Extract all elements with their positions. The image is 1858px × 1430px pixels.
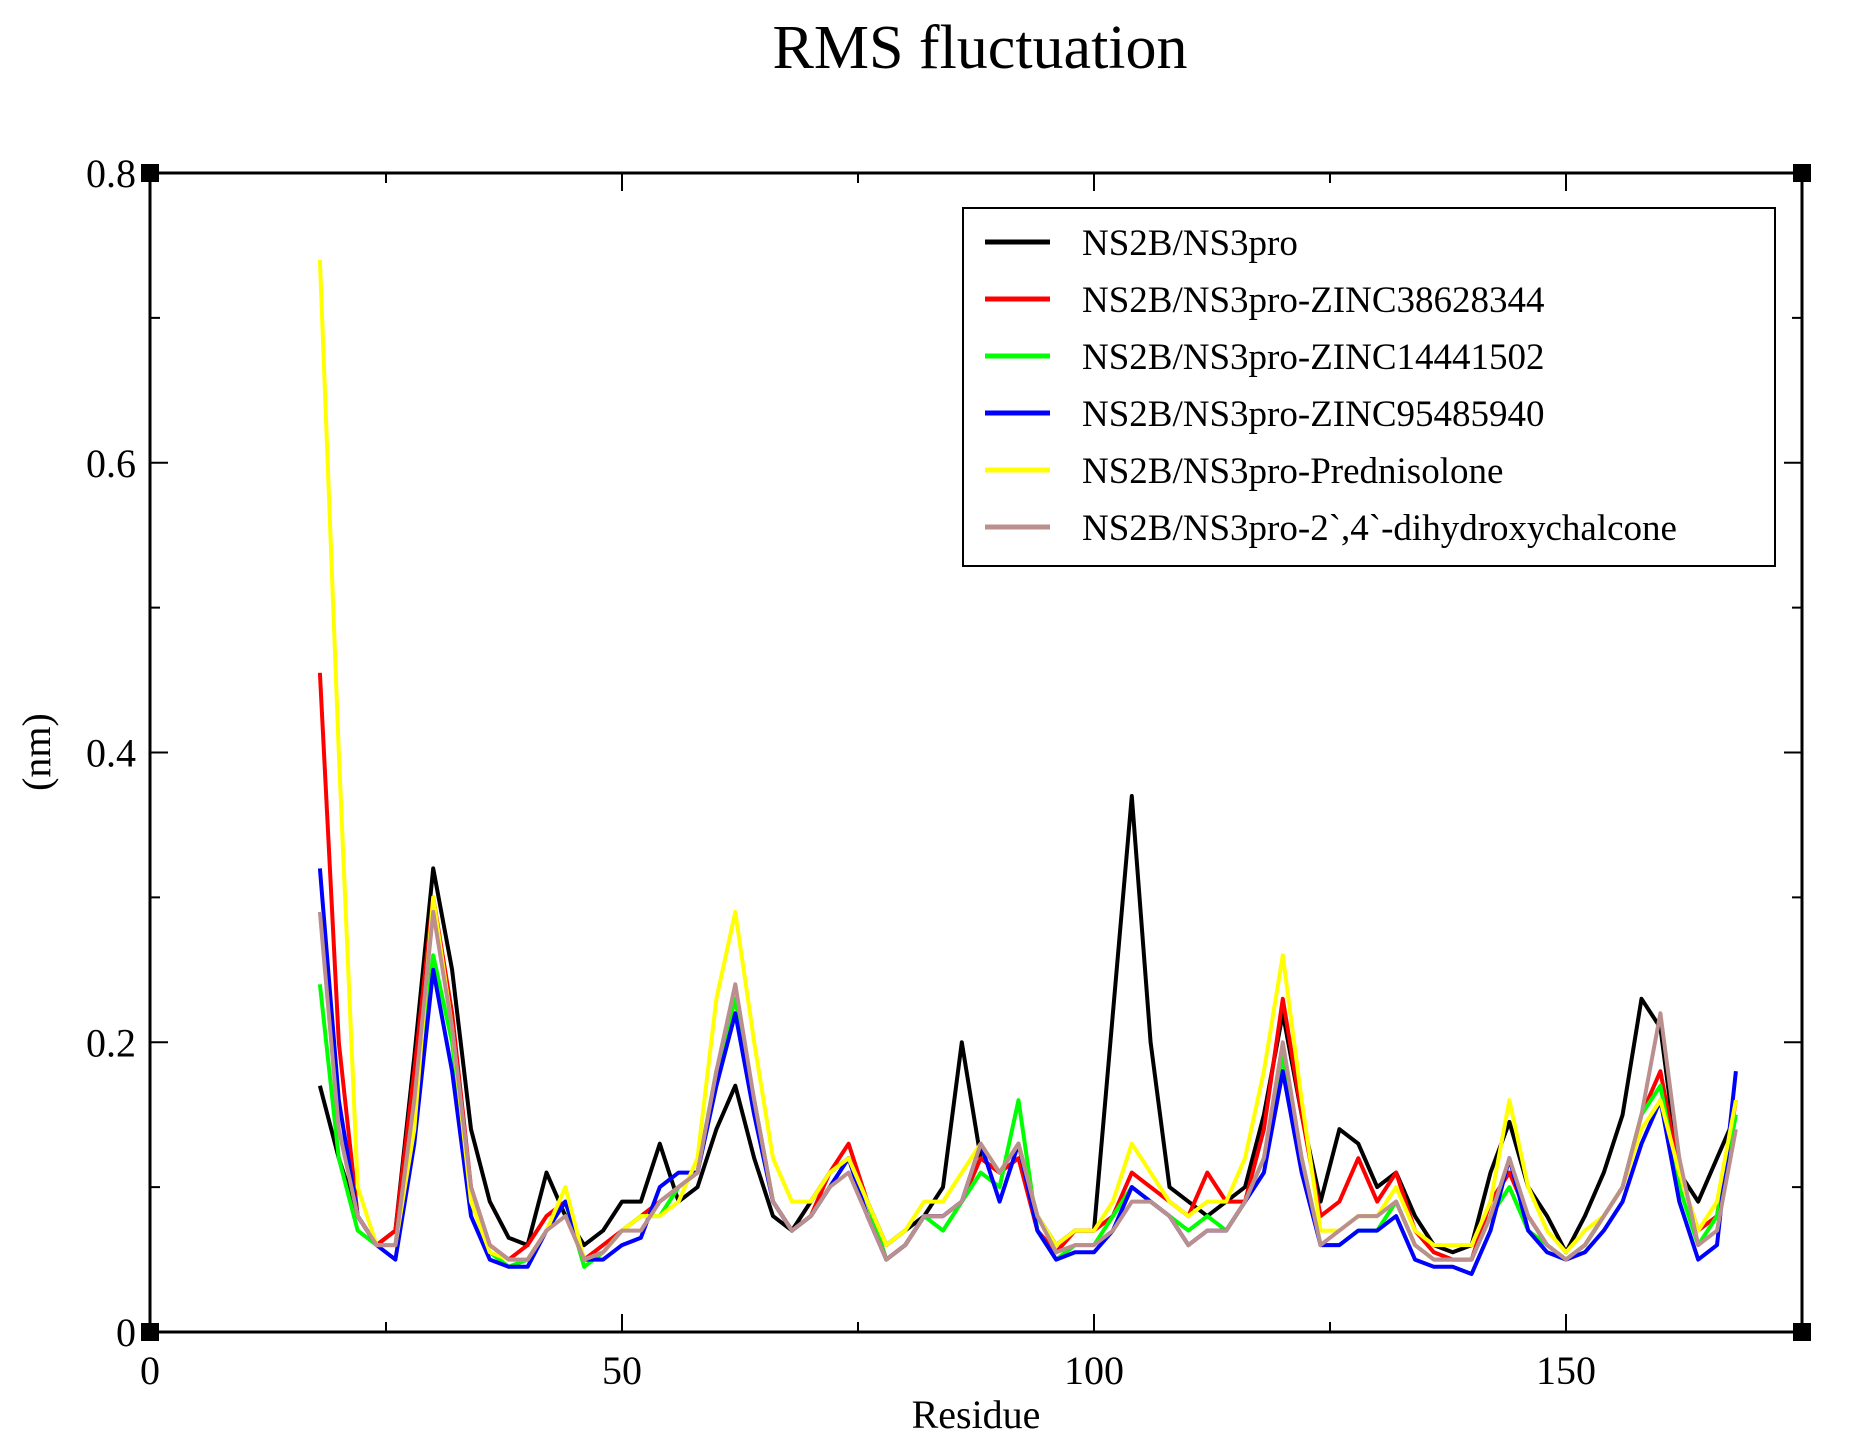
legend-box <box>962 207 1776 567</box>
legend-label: NS2B/NS3pro-ZINC38628344 <box>1082 280 1545 321</box>
series-line-5 <box>317 909 1738 1262</box>
y-tick-label: 0 <box>116 1310 136 1355</box>
x-tick-label: 0 <box>140 1348 160 1393</box>
y-axis-label: (nm) <box>14 713 59 791</box>
legend: NS2B/NS3pro NS2B/NS3pro-ZINC38628344 NS2B/… <box>962 207 1776 567</box>
legend-label: NS2B/NS3pro-ZINC14441502 <box>1082 337 1545 378</box>
corner-handle <box>1793 1323 1811 1341</box>
x-tick-labels: 0 50 100 150 <box>140 1348 1596 1393</box>
legend-label: NS2B/NS3pro <box>1082 223 1298 264</box>
y-tick-label: 0.8 <box>86 151 136 196</box>
legend-label: NS2B/NS3pro-2`,4`-dihydroxychalcone <box>1082 508 1677 549</box>
corner-handle <box>1793 164 1811 182</box>
x-tick-label: 150 <box>1536 1348 1596 1393</box>
series-line-3 <box>317 868 1738 1276</box>
plot-series <box>317 259 1738 1276</box>
chart-title: RMS fluctuation <box>772 14 1187 82</box>
y-tick-label: 0.2 <box>86 1020 136 1065</box>
corner-handles <box>141 164 1811 1341</box>
legend-label: NS2B/NS3pro-ZINC95485940 <box>1082 394 1545 435</box>
corner-handle <box>141 164 159 182</box>
plot-frame <box>148 171 1804 1334</box>
x-tick-label: 100 <box>1064 1348 1124 1393</box>
y-tick-label: 0.6 <box>86 441 136 486</box>
x-axis-label: Residue <box>912 1392 1041 1430</box>
corner-handle <box>141 1323 159 1341</box>
x-tick-label: 50 <box>602 1348 642 1393</box>
y-tick-label: 0.4 <box>86 731 136 776</box>
y-tick-labels: 0 0.2 0.4 0.6 0.8 <box>86 151 136 1355</box>
legend-label: NS2B/NS3pro-Prednisolone <box>1082 451 1503 492</box>
